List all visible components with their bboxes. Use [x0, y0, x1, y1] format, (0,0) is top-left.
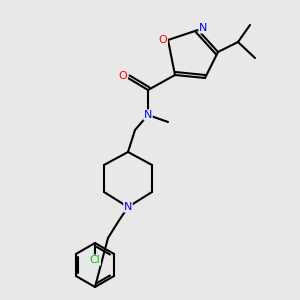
- Text: Cl: Cl: [90, 255, 101, 265]
- Text: N: N: [124, 202, 132, 212]
- Text: N: N: [199, 23, 207, 33]
- Text: N: N: [144, 110, 152, 120]
- Text: O: O: [118, 71, 127, 81]
- Text: O: O: [159, 35, 167, 45]
